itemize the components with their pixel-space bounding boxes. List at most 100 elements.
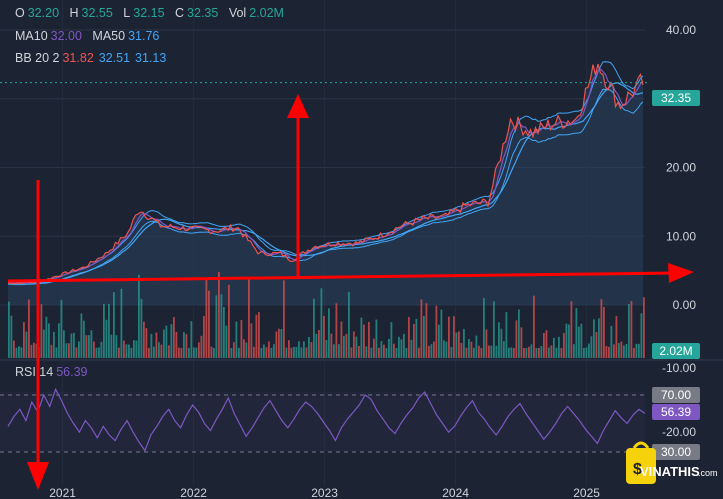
volume-bar xyxy=(53,331,55,358)
volume-bar xyxy=(485,329,488,358)
volume-bar xyxy=(365,346,368,358)
volume-bar xyxy=(323,315,325,358)
volume-bar xyxy=(618,343,620,358)
volume-bar xyxy=(120,288,123,358)
time-tick-label: 2022 xyxy=(180,486,207,499)
volume-bar xyxy=(340,321,343,358)
volume-bar xyxy=(500,328,503,358)
volume-bar xyxy=(588,343,590,358)
volume-bar xyxy=(153,346,155,358)
volume-bar xyxy=(73,332,75,358)
volume-bar xyxy=(245,342,248,358)
volume-bar xyxy=(533,295,535,358)
volume-bar xyxy=(28,299,30,358)
annotation-horizontal-arrowhead xyxy=(668,263,694,283)
volume-bar xyxy=(553,337,555,358)
volume-bar xyxy=(75,347,78,358)
volume-bar xyxy=(493,301,495,358)
volume-bar xyxy=(360,317,363,358)
volume-bar xyxy=(55,347,58,358)
volume-bar xyxy=(398,336,400,358)
volume-bar xyxy=(520,327,523,358)
annotation-horizontal-arrow xyxy=(7,271,681,283)
volume-bar xyxy=(623,345,625,358)
volume-bar xyxy=(133,340,135,358)
volume-bar xyxy=(105,319,108,358)
volume-bar xyxy=(385,348,388,358)
logo-text: VINATHIS xyxy=(640,464,700,479)
volume-bar xyxy=(550,345,553,358)
volume-bar xyxy=(270,347,273,358)
volume-bar xyxy=(13,340,15,358)
volume-bar xyxy=(488,345,490,358)
volume-bar xyxy=(470,341,473,358)
volume-label: Vol xyxy=(228,6,247,20)
volume-bar xyxy=(433,341,435,358)
volume-bar xyxy=(88,335,90,358)
close-label: C xyxy=(175,6,185,20)
volume-bar xyxy=(275,331,278,358)
volume-bar xyxy=(498,322,500,358)
ma10-value: 32.00 xyxy=(50,29,82,43)
volume-bar xyxy=(185,334,188,358)
volume-bar xyxy=(585,347,588,358)
open-label: O xyxy=(15,6,25,20)
rsi-tick-label: -20.00 xyxy=(662,425,696,439)
volume-bar xyxy=(608,346,610,358)
volume-bar xyxy=(240,320,243,358)
volume-bar xyxy=(315,334,318,358)
volume-bar xyxy=(98,347,100,358)
volume-bar xyxy=(85,335,88,358)
volume-bar xyxy=(633,347,635,358)
annotation-down-arrowhead xyxy=(27,462,49,490)
time-tick-label: 2025 xyxy=(573,486,600,499)
volume-bar xyxy=(125,344,128,358)
volume-bar xyxy=(193,347,195,358)
price-tick-label: 10.00 xyxy=(666,229,696,243)
volume-bar xyxy=(285,347,288,358)
volume-bar xyxy=(390,322,393,358)
volume-bar xyxy=(188,347,190,358)
volume-bar xyxy=(593,319,595,358)
volume-bar xyxy=(263,344,265,358)
volume-bar xyxy=(570,301,573,358)
volume-bar xyxy=(388,338,390,358)
volume-bar xyxy=(43,329,45,358)
bb-legend: BB 20 2 31.82 32.51 31.13 xyxy=(15,51,171,65)
volume-bar xyxy=(510,347,513,358)
ma50-label: MA50 xyxy=(92,29,126,43)
volume-bar xyxy=(135,340,138,358)
volume-bar xyxy=(93,341,95,358)
volume-bar xyxy=(235,321,238,358)
price-tick-label: 0.00 xyxy=(673,298,697,312)
volume-bar xyxy=(308,337,310,358)
low-label: L xyxy=(123,6,131,20)
volume-bar xyxy=(15,347,18,358)
volume-bar xyxy=(145,328,148,358)
volume-bar xyxy=(110,334,113,358)
ma10-label: MA10 xyxy=(15,29,48,43)
volume-bar xyxy=(310,342,313,358)
volume-bar xyxy=(413,323,415,358)
volume-bar xyxy=(435,305,438,358)
volume-bar xyxy=(140,298,143,358)
volume-bar xyxy=(460,342,463,358)
volume-bar xyxy=(220,294,223,358)
volume-bar xyxy=(8,301,10,358)
volume-value: 2.02M xyxy=(249,6,284,20)
volume-bar xyxy=(325,339,328,358)
volume-bar xyxy=(568,324,570,358)
volume-bar xyxy=(565,323,568,358)
volume-bar xyxy=(165,325,168,358)
volume-bar xyxy=(393,343,395,358)
annotation-up-arrowhead xyxy=(287,94,309,118)
volume-bar xyxy=(45,316,48,358)
volume-bar xyxy=(590,336,593,358)
vinathis-logo: $ VINATHIS .com xyxy=(626,441,718,484)
volume-bar xyxy=(63,330,65,358)
volume-bar xyxy=(288,340,290,358)
volume-bar xyxy=(248,279,250,358)
volume-bar xyxy=(328,308,330,358)
